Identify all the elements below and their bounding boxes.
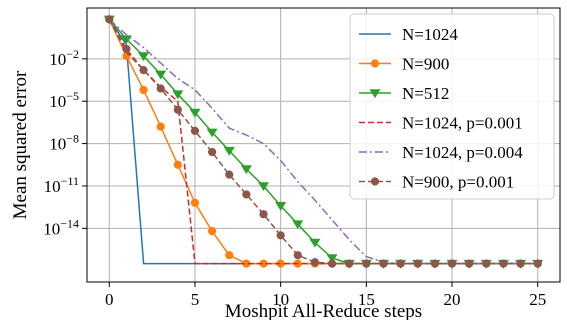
data-point-marker: [172, 90, 184, 100]
legend-label: N=900, p=0.001: [402, 173, 514, 192]
legend-entry: N=1024: [359, 25, 458, 44]
data-point-marker: [156, 84, 165, 93]
data-point-marker: [293, 251, 302, 260]
legend-marker: [370, 177, 380, 186]
legend-label: N=1024: [402, 25, 458, 44]
y-tick-label: 10−5: [49, 89, 79, 111]
data-point-marker: [259, 210, 268, 219]
data-point-marker: [345, 259, 354, 268]
data-point-marker: [139, 85, 148, 95]
legend-entry: N=1024, p=0.004: [359, 143, 523, 162]
data-point-marker: [122, 44, 131, 54]
legend-label: N=900: [402, 55, 449, 74]
x-tick-label: 20: [444, 290, 461, 309]
x-axis-label: Moshpit All-Reduce steps: [225, 301, 422, 320]
legend-entry: N=900: [359, 55, 449, 74]
data-point-marker: [156, 122, 165, 131]
data-point-marker: [173, 160, 182, 169]
legend-entry: N=900, p=0.001: [359, 173, 514, 192]
data-point-marker: [447, 259, 457, 268]
data-point-marker: [465, 259, 474, 268]
legend-label: N=1024, p=0.004: [402, 143, 523, 162]
data-point-marker: [155, 70, 167, 80]
legend: N=1024 N=900 N=512 N=1024, p=0.001 N=1024, p…: [349, 13, 555, 200]
y-axis-label: Mean squared error: [10, 70, 31, 219]
data-point-marker: [533, 259, 542, 268]
data-point-marker: [240, 165, 252, 175]
data-point-marker: [190, 198, 200, 208]
data-point-marker: [413, 259, 422, 268]
data-point-marker: [223, 146, 235, 156]
data-point-marker: [396, 259, 405, 268]
data-point-marker: [139, 66, 148, 75]
data-point-marker: [275, 202, 287, 211]
data-point-marker: [379, 259, 388, 268]
x-tick-label: 25: [529, 290, 546, 309]
legend-marker: [369, 89, 381, 99]
data-point-marker: [105, 15, 114, 24]
legend-label: N=1024, p=0.001: [402, 114, 523, 133]
data-point-marker: [208, 227, 217, 236]
x-tick-label: 5: [191, 290, 200, 309]
y-axis-ticks: 10−2 10−5 10−8 10−11 10−14: [43, 47, 87, 238]
plot-frame: [86, 7, 561, 283]
series-5: [105, 15, 542, 268]
data-point-marker: [206, 128, 218, 138]
y-tick-label: 10−14: [43, 216, 79, 238]
x-tick-label: 10: [272, 290, 289, 309]
x-axis-ticks: 0 5 10 15 20 25: [105, 282, 546, 309]
data-point-marker: [310, 258, 320, 267]
data-point-marker: [173, 105, 182, 114]
legend-label: N=512: [402, 84, 449, 103]
y-tick-label: 10−11: [44, 174, 79, 196]
legend-marker: [370, 59, 380, 68]
data-point-marker: [120, 35, 132, 45]
y-tick-label: 10−2: [49, 47, 79, 69]
legend-entry: N=512: [359, 84, 449, 103]
data-point-marker: [208, 147, 217, 157]
data-point-marker: [189, 108, 201, 118]
data-point-marker: [190, 126, 200, 135]
data-point-marker: [482, 259, 491, 268]
legend-entry: N=1024, p=0.001: [359, 114, 523, 133]
data-point-marker: [430, 259, 439, 268]
data-point-marker: [309, 238, 321, 248]
x-tick-label: 15: [358, 290, 375, 309]
data-point-marker: [292, 220, 304, 230]
data-point-marker: [516, 259, 525, 268]
data-point-marker: [225, 170, 234, 179]
legend-box: [349, 13, 555, 200]
data-point-marker: [258, 182, 270, 192]
data-point-marker: [276, 231, 285, 240]
data-point-marker: [327, 259, 337, 268]
data-point-marker: [138, 52, 150, 62]
data-point-marker: [499, 259, 508, 268]
data-point-marker: [242, 190, 251, 199]
y-tick-label: 10−8: [49, 132, 79, 154]
series-layer: [103, 15, 544, 269]
data-point-marker: [225, 251, 234, 260]
x-tick-label: 0: [105, 290, 114, 309]
data-point-marker: [362, 259, 371, 268]
data-point-marker: [326, 254, 338, 264]
